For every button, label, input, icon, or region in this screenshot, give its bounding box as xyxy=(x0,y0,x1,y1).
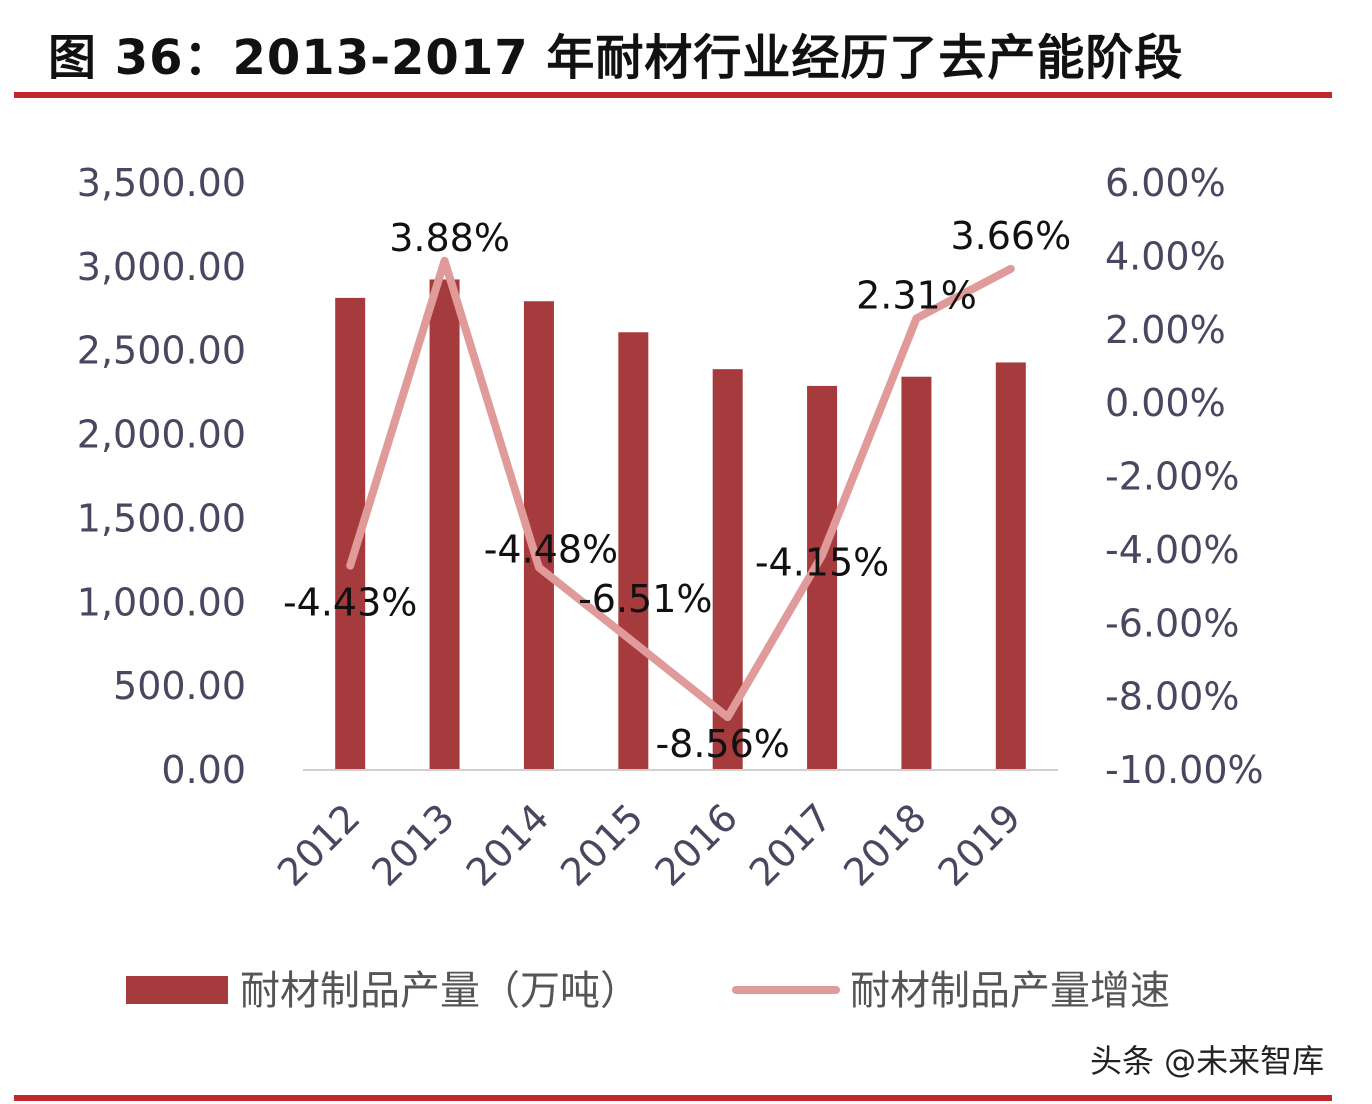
top-rule xyxy=(14,92,1332,98)
bar-2019 xyxy=(995,362,1026,770)
right-tick-label: -6.00% xyxy=(1105,601,1239,645)
legend-bar-label: 耐材制品产量（万吨） xyxy=(240,968,640,1014)
watermark: 头条 @未来智库 xyxy=(1090,1042,1325,1080)
left-tick-label: 3,000.00 xyxy=(77,245,246,289)
right-y-axis: -10.00% -8.00% -6.00% -4.00% -2.00% 0.00% 2.00… xyxy=(1105,161,1264,792)
bar-2013 xyxy=(429,279,460,770)
data-label-2016: -8.56% xyxy=(655,722,789,766)
x-tick-label: 2013 xyxy=(363,795,463,895)
bar-series xyxy=(335,279,1026,770)
right-tick-label: 0.00% xyxy=(1105,381,1226,425)
left-tick-label: 2,500.00 xyxy=(77,329,246,373)
x-tick-label: 2019 xyxy=(930,795,1030,895)
right-tick-label: 2.00% xyxy=(1105,308,1226,352)
x-tick-label: 2012 xyxy=(269,795,369,895)
left-tick-label: 3,500.00 xyxy=(77,161,246,205)
right-tick-label: -4.00% xyxy=(1105,528,1239,572)
right-tick-label: -8.00% xyxy=(1105,675,1239,719)
x-tick-label: 2014 xyxy=(458,795,558,895)
right-tick-label: 4.00% xyxy=(1105,234,1226,278)
data-label-2017: -4.15% xyxy=(755,540,889,584)
right-tick-label: -10.00% xyxy=(1105,748,1264,792)
right-tick-label: 6.00% xyxy=(1105,161,1226,205)
chart-title: 图 36：2013-2017 年耐材行业经历了去产能阶段 xyxy=(48,30,1184,86)
data-label-2015: -6.51% xyxy=(578,577,712,621)
data-label-2014: -4.48% xyxy=(484,527,618,571)
data-label-2012: -4.43% xyxy=(283,581,417,625)
bar-2018 xyxy=(901,376,932,770)
data-label-2018: 2.31% xyxy=(856,273,977,317)
left-y-axis: 0.00 500.00 1,000.00 1,500.00 2,000.00 2,500.… xyxy=(77,161,246,792)
legend: 耐材制品产量（万吨） 耐材制品产量增速 xyxy=(126,968,1170,1014)
legend-line-label: 耐材制品产量增速 xyxy=(850,968,1170,1014)
x-tick-label: 2016 xyxy=(647,795,747,895)
x-tick-label: 2017 xyxy=(741,795,841,895)
left-tick-label: 2,000.00 xyxy=(77,413,246,457)
data-label-2013: 3.88% xyxy=(389,216,510,260)
growth-line xyxy=(346,256,1015,722)
data-label-2019: 3.66% xyxy=(950,214,1071,258)
bottom-rule xyxy=(14,1095,1332,1101)
bar-2015 xyxy=(618,332,649,770)
left-tick-label: 1,500.00 xyxy=(77,496,246,540)
x-tick-label: 2015 xyxy=(552,795,652,895)
left-tick-label: 1,000.00 xyxy=(77,580,246,624)
right-tick-label: -2.00% xyxy=(1105,455,1239,499)
legend-bar-swatch xyxy=(126,976,228,1004)
growth-data-labels: -4.43% 3.88% -4.48% -6.51% -8.56% -4.15% 2.31%… xyxy=(283,214,1071,766)
left-tick-label: 500.00 xyxy=(113,664,246,708)
x-tick-label: 2018 xyxy=(835,795,935,895)
left-tick-label: 0.00 xyxy=(161,748,246,792)
